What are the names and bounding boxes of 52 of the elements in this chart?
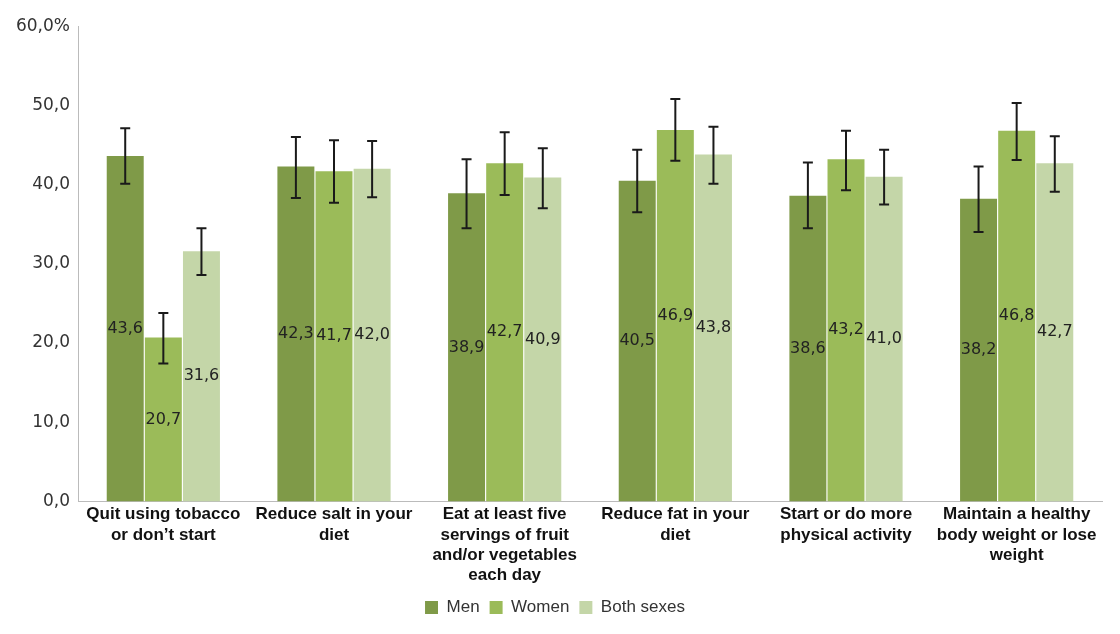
bar [524,177,562,502]
data-label: 20,7 [145,408,182,428]
bar [827,159,865,502]
y-tick-label: 30,0 [32,252,70,273]
legend-label: Both sexes [600,597,685,617]
data-label: 43,8 [695,317,732,337]
legend-label: Women [511,597,570,617]
data-label: 40,9 [524,328,561,348]
bar [865,176,903,502]
data-label: 41,7 [316,325,352,345]
bar [106,156,144,502]
bar [998,130,1036,502]
data-label: 42,0 [354,324,390,344]
bar [789,195,827,502]
data-label: 46,8 [998,305,1035,325]
data-label: 40,5 [619,330,656,350]
bar [618,180,656,502]
data-label: 43,2 [828,319,864,339]
x-tick-label: Reduce salt in your diet [255,504,413,544]
bar [960,198,998,502]
bar [486,163,524,502]
data-label: 42,3 [278,323,314,343]
bar [1036,163,1074,502]
x-tick-label: Eat at least five servings of fruit and/or vegetables each day [432,504,577,585]
y-tick-label: 50,0 [32,93,70,114]
legend-label: Men [446,597,480,617]
bar [448,193,486,502]
data-label: 38,9 [448,336,485,356]
y-tick-label: 10,0 [32,410,70,431]
y-tick-label: 60,0% [15,14,70,35]
data-label: 41,0 [866,328,902,348]
data-label: 42,7 [486,321,523,341]
data-label: 38,6 [790,337,826,357]
x-tick-label: Maintain a healthy body weight or lose weight [936,504,1097,565]
bar [277,166,315,502]
y-tick-label: 0,0 [42,489,70,510]
y-tick-label: 20,0 [32,331,70,352]
data-label: 42,7 [1036,321,1073,341]
y-tick-label: 40,0 [32,173,70,194]
x-tick-label: Quit using tobacco or don’t start [86,504,241,544]
x-tick-label: Reduce fat in your diet [601,504,750,544]
bar [182,251,220,502]
data-label: 43,6 [107,317,144,337]
data-label: 31,6 [183,365,220,385]
bar [353,168,391,502]
data-label: 38,2 [960,339,997,359]
bar [656,129,694,502]
bar [315,171,353,502]
x-tick-label: Start or do more physical activity [779,504,913,544]
data-label: 46,9 [657,304,694,324]
bar [694,154,732,502]
bar [144,337,182,502]
